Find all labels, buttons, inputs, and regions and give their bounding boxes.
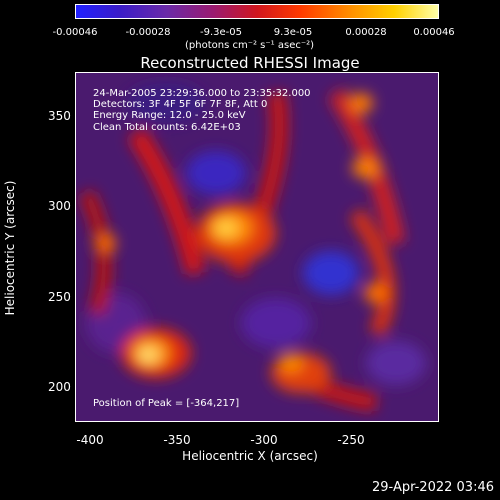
timestamp: 29-Apr-2022 03:46 (372, 480, 494, 495)
colorbar-unit: (photons cm⁻² s⁻¹ asec⁻²) (185, 40, 315, 51)
x-tick: -250 (337, 433, 365, 447)
y-tick: 350 (48, 109, 71, 123)
x-tick: -400 (76, 433, 104, 447)
colorbar-tick: -0.00028 (125, 27, 171, 38)
info-peak: Position of Peak = [-364,217] (93, 398, 240, 409)
y-axis-label: Heliocentric Y (arcsec) (3, 180, 17, 316)
plot-title: Reconstructed RHESSI Image (140, 54, 360, 72)
image-plot (75, 72, 439, 422)
colorbar (75, 4, 439, 19)
info-method: Clean Total counts: 6.42E+03 (93, 122, 241, 133)
colorbar-tick: 9.3e-05 (273, 27, 313, 38)
y-tick: 200 (48, 380, 71, 394)
x-tick: -300 (250, 433, 278, 447)
y-tick: 300 (48, 199, 71, 213)
colorbar-tick: -0.00046 (52, 27, 98, 38)
y-tick: 250 (48, 290, 71, 304)
info-detectors: Detectors: 3F 4F 5F 6F 7F 8F, Att 0 (93, 99, 268, 110)
colorbar-tick: 0.00046 (413, 27, 455, 38)
x-tick: -350 (163, 433, 191, 447)
colorbar-tick: 0.00028 (345, 27, 387, 38)
image-map (76, 73, 438, 421)
colorbar-tick: -9.3e-05 (200, 27, 242, 38)
info-energy: Energy Range: 12.0 - 25.0 keV (93, 110, 246, 121)
info-time-range: 24-Mar-2005 23:29:36.000 to 23:35:32.000 (93, 88, 311, 99)
x-axis-label: Heliocentric X (arcsec) (182, 449, 318, 463)
